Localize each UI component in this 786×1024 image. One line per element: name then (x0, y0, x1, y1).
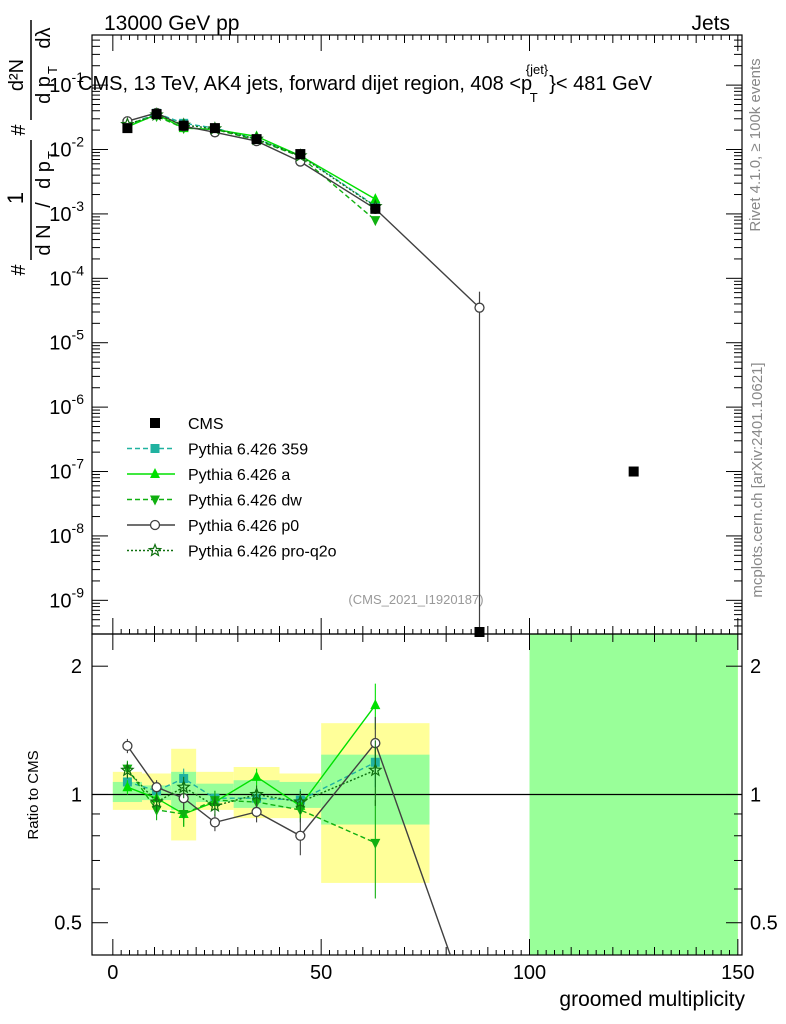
header-left: 13000 GeV pp (104, 12, 239, 35)
ratio-point-1 (251, 770, 262, 781)
data-point (178, 120, 189, 131)
series-point-3 (474, 302, 485, 313)
legend-label-0: Pythia 6.426 359 (188, 442, 308, 459)
y-tick-label: 10-3 (49, 198, 84, 226)
legend-label-4: Pythia 6.426 pro-q2o (188, 544, 337, 561)
ratio-tick-label: 1 (71, 784, 82, 806)
ratio-point-2 (370, 838, 381, 849)
ylabel-slash: / (33, 202, 55, 208)
data-point (209, 123, 220, 134)
data-point (295, 149, 306, 160)
rivet-label: Rivet 4.1.0, ≥ 100k events (747, 58, 764, 231)
analysis-watermark: (CMS_2021_I1920187) (348, 592, 483, 607)
legend-label-1: Pythia 6.426 a (188, 467, 290, 484)
ylabel-dp: d p (33, 161, 55, 189)
ratio-point-4 (249, 786, 264, 801)
title-tail: }< 481 GeV (549, 73, 653, 95)
data-point (628, 466, 639, 477)
ratio-point-3 (122, 740, 133, 752)
ratio-point-4 (368, 762, 383, 777)
ylabel-dl: dλ (33, 27, 55, 48)
ylabel-d2N: d²N (6, 59, 28, 91)
header-right: Jets (691, 12, 730, 35)
ylabel-dN: d N (33, 224, 55, 255)
ratio-tick-label: 2 (71, 656, 82, 678)
ratio-y-label: Ratio to CMS (25, 750, 42, 839)
title-main: CMS, 13 TeV, AK4 jets, forward dijet reg… (78, 73, 532, 95)
x-axis-label: groomed multiplicity (559, 988, 745, 1011)
series-point-2 (370, 216, 381, 227)
y-tick-label: 10-9 (49, 584, 84, 612)
ratio-tick-label-right: 2 (750, 656, 761, 678)
ylabel-T-2: T (45, 66, 60, 74)
y-tick-label: 10-6 (49, 391, 84, 419)
ratio-tick-label: 0.5 (54, 913, 82, 935)
legend-label-data: CMS (188, 416, 224, 433)
ratio-point-1 (122, 781, 133, 792)
data-point (370, 203, 381, 214)
ratio-series (120, 683, 451, 956)
legend-marker-4 (147, 542, 163, 557)
ratio-point-4 (149, 794, 164, 809)
x-tick-label: 0 (107, 962, 118, 984)
main-series (120, 107, 639, 637)
ylabel-hash-2: # (8, 124, 30, 136)
ylabel-hash-1: # (8, 264, 30, 276)
data-point (151, 109, 162, 120)
legend-marker-2 (150, 495, 160, 506)
x-tick-label: 100 (513, 962, 546, 984)
ratio-point-3 (151, 782, 162, 793)
ratio-point-3 (295, 830, 306, 841)
data-point (251, 134, 262, 145)
x-tick-label: 150 (721, 962, 754, 984)
legend-label-3: Pythia 6.426 p0 (188, 518, 299, 535)
series-line-0 (127, 112, 376, 207)
y-tick-label: 10-1 (49, 69, 84, 97)
legend-marker-3 (149, 519, 161, 531)
ylabel-one: 1 (3, 192, 28, 204)
data-point (122, 123, 133, 134)
ratio-point-1 (370, 699, 381, 710)
mcplots-label: mcplots.cern.ch [arXiv:2401.10621] (749, 362, 766, 597)
title-sup: {jet} (526, 62, 549, 77)
title-sub: T (530, 90, 538, 105)
ratio-point-2 (178, 809, 189, 820)
data-point (474, 627, 485, 637)
ylabel-dp-2: d p (33, 76, 55, 104)
ratio-point-4 (293, 794, 308, 809)
series-line-4 (127, 114, 376, 208)
series-point-1 (370, 193, 381, 204)
chart-title: CMS, 13 TeV, AK4 jets, forward dijet reg… (78, 57, 653, 107)
series-line-2 (127, 115, 376, 221)
y-tick-label: 10-8 (49, 520, 84, 548)
ratio-point-3 (251, 806, 262, 818)
ratio-tick-label-right: 0.5 (750, 913, 778, 935)
y-tick-label: 10-5 (49, 327, 84, 355)
legend-marker-1 (150, 468, 160, 478)
series-line-1 (127, 113, 376, 200)
ratio-point-3 (209, 817, 221, 828)
ratio-tick-label-right: 1 (750, 784, 761, 806)
ratio-point-4 (120, 762, 135, 777)
legend-marker-0 (150, 444, 160, 453)
ylabel-T: T (45, 151, 60, 159)
y-tick-label: 10-2 (49, 134, 84, 162)
ratio-point-4 (176, 779, 191, 794)
y-axis-label: # 1 d N / d p T # d²N d p T dλ (3, 20, 60, 276)
legend-label-2: Pythia 6.426 dw (188, 493, 302, 510)
legend: CMS Pythia 6.426 359 Pythia 6.426 a Pythia … (127, 416, 337, 561)
y-tick-label: 10-4 (49, 262, 84, 290)
y-tick-label: 10-7 (49, 456, 84, 484)
series-line-3 (127, 112, 480, 309)
ratio-axes: 0.5 0.5 1 1 2 2 0 50 100 150 (54, 633, 778, 984)
main-axes: 10-9 10-8 10-7 10-6 10-5 10-4 10-3 10-2 10-1 (49, 34, 743, 635)
legend-marker-data (150, 418, 160, 428)
ratio-point-4 (207, 798, 223, 813)
x-tick-label: 50 (310, 962, 332, 984)
